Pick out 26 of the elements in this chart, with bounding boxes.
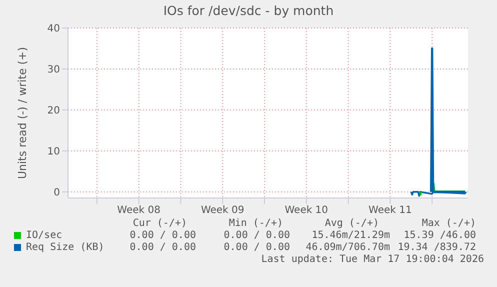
x-tick-label: Week 08 xyxy=(117,205,160,216)
y-tick-label: 20 xyxy=(47,105,60,116)
y-axis-title: Units read (-) / write (+) xyxy=(16,46,29,180)
text: Last update: Tue Mar 17 19:00:04 2026 xyxy=(261,254,484,265)
y-tick-label: 0 xyxy=(54,187,60,198)
text: 46.09m/706.70m xyxy=(306,242,390,253)
text: 15.39 /46.00 xyxy=(404,230,476,241)
text: 19.34 /839.72 xyxy=(398,242,476,253)
text: 15.46m/21.29m xyxy=(312,230,390,241)
text: 0.00 / 0.00 xyxy=(130,230,196,241)
text: 0.00 / 0.00 xyxy=(224,230,290,241)
chart-title: IOs for /dev/sdc - by month xyxy=(162,3,335,18)
text: Max (-/+) xyxy=(422,218,476,229)
legend-label: Req Size (KB) xyxy=(26,242,104,253)
text: Avg (-/+) xyxy=(324,218,379,229)
y-tick-label: 10 xyxy=(47,146,60,158)
text: Cur (-/+) xyxy=(132,218,187,229)
text: 0.00 / 0.00 xyxy=(130,242,196,253)
text: 0.00 / 0.00 xyxy=(224,242,290,253)
x-tick-label: Week 09 xyxy=(200,205,244,216)
y-tick-label: 30 xyxy=(47,64,60,76)
text: Min (-/+) xyxy=(228,218,283,229)
y-tick-label: 40 xyxy=(47,24,60,35)
x-tick-label: Week 10 xyxy=(284,205,328,216)
x-tick-label: Week 11 xyxy=(368,205,412,216)
legend-label: IO/sec xyxy=(26,230,62,241)
